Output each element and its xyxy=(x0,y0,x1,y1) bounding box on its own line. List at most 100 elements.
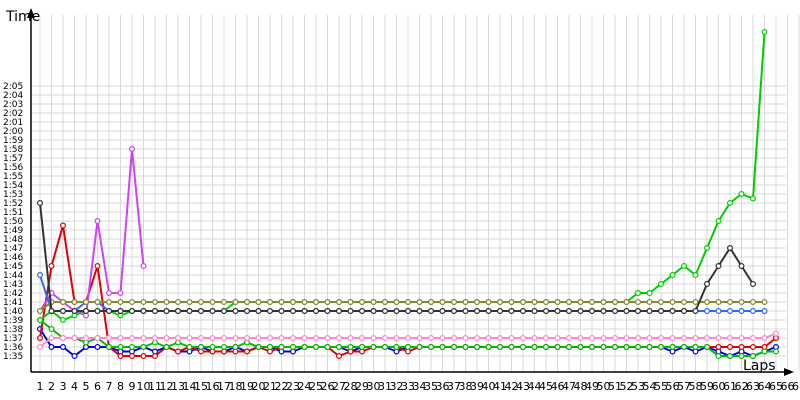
data-point xyxy=(82,299,89,306)
data-point xyxy=(669,299,676,306)
data-point xyxy=(531,308,538,315)
x-tick-label: 38 xyxy=(459,380,473,393)
x-tick-label: 58 xyxy=(689,380,703,393)
data-point xyxy=(324,308,331,315)
x-tick-label: 54 xyxy=(643,380,657,393)
x-tick-label: 44 xyxy=(528,380,542,393)
grid xyxy=(31,15,800,372)
data-point xyxy=(232,299,239,306)
data-point xyxy=(278,344,285,351)
x-tick-label: 22 xyxy=(275,380,289,393)
x-tick-label: 7 xyxy=(106,380,113,393)
y-tick-label: 1:51 xyxy=(3,208,23,218)
data-point xyxy=(94,218,101,225)
x-tick-label: 3 xyxy=(60,380,67,393)
data-point xyxy=(680,299,687,306)
data-point xyxy=(48,335,55,342)
data-point xyxy=(692,272,699,279)
data-point xyxy=(382,308,389,315)
data-point xyxy=(393,344,400,351)
data-point xyxy=(347,344,354,351)
data-point xyxy=(772,330,779,337)
data-point xyxy=(726,299,733,306)
data-point xyxy=(267,299,274,306)
data-point xyxy=(382,335,389,342)
data-point xyxy=(198,299,205,306)
x-tick-label: 67 xyxy=(792,380,800,393)
data-point xyxy=(221,299,228,306)
data-point xyxy=(105,299,112,306)
data-point xyxy=(140,308,147,315)
data-point xyxy=(485,335,492,342)
y-tick-label: 1:58 xyxy=(3,145,23,155)
data-point xyxy=(703,245,710,252)
data-point xyxy=(198,344,205,351)
x-tick-label: 25 xyxy=(309,380,323,393)
data-point xyxy=(278,335,285,342)
data-point xyxy=(221,335,228,342)
y-tick-label: 1:41 xyxy=(3,298,23,308)
x-tick-label: 14 xyxy=(183,380,197,393)
data-point xyxy=(416,344,423,351)
data-point xyxy=(129,299,136,306)
data-point xyxy=(301,344,308,351)
data-point xyxy=(542,299,549,306)
data-point xyxy=(726,335,733,342)
x-tick-label: 35 xyxy=(424,380,438,393)
data-point xyxy=(738,263,745,270)
data-point xyxy=(186,299,193,306)
data-point xyxy=(508,308,515,315)
data-point xyxy=(577,308,584,315)
y-tick-label: 1:42 xyxy=(3,289,23,299)
data-point xyxy=(117,335,124,342)
y-tick-label: 2:03 xyxy=(3,100,23,110)
data-point xyxy=(347,308,354,315)
data-point xyxy=(36,317,43,324)
x-tick-label: 36 xyxy=(436,380,450,393)
data-point xyxy=(267,344,274,351)
data-point xyxy=(117,290,124,297)
data-point xyxy=(565,308,572,315)
data-point xyxy=(749,195,756,202)
data-point xyxy=(290,299,297,306)
data-point xyxy=(186,335,193,342)
series-7 xyxy=(36,330,779,351)
data-point xyxy=(623,299,630,306)
x-tick-label: 47 xyxy=(562,380,576,393)
data-point xyxy=(726,344,733,351)
data-point xyxy=(497,344,504,351)
x-tick-label: 62 xyxy=(735,380,749,393)
data-point xyxy=(94,299,101,306)
x-tick-label: 41 xyxy=(493,380,507,393)
data-point xyxy=(703,308,710,315)
data-point xyxy=(313,299,320,306)
data-point xyxy=(542,308,549,315)
data-point xyxy=(451,344,458,351)
data-point xyxy=(117,308,124,315)
data-point xyxy=(416,335,423,342)
x-tick-label: 27 xyxy=(332,380,346,393)
data-point xyxy=(761,308,768,315)
data-point xyxy=(485,344,492,351)
data-point xyxy=(416,308,423,315)
data-point xyxy=(554,344,561,351)
data-point xyxy=(726,353,733,360)
x-tick-label: 19 xyxy=(240,380,254,393)
data-point xyxy=(692,344,699,351)
data-point xyxy=(588,308,595,315)
x-tick-label: 6 xyxy=(94,380,101,393)
data-point xyxy=(669,335,676,342)
data-point xyxy=(232,308,239,315)
data-point xyxy=(71,308,78,315)
data-point xyxy=(71,353,78,360)
data-point xyxy=(519,344,526,351)
data-point xyxy=(336,344,343,351)
data-point xyxy=(565,344,572,351)
data-point xyxy=(48,308,55,315)
y-tick-label: 1:59 xyxy=(3,136,23,146)
data-point xyxy=(59,344,66,351)
data-point xyxy=(519,335,526,342)
data-point xyxy=(600,344,607,351)
data-point xyxy=(703,299,710,306)
y-tick-label: 1:57 xyxy=(3,154,23,164)
